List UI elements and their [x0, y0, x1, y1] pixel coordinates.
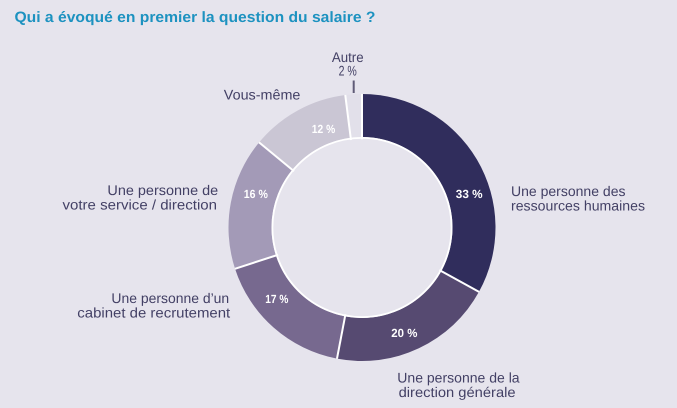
svg-text:33 %: 33 %: [456, 187, 483, 201]
svg-text:cabinet de recrutement: cabinet de recrutement: [77, 304, 230, 320]
svg-text:Vous-même: Vous-même: [224, 87, 301, 103]
svg-text:ressources humaines: ressources humaines: [511, 198, 645, 214]
svg-text:2 %: 2 %: [339, 63, 357, 79]
svg-text:Autre: Autre: [332, 49, 364, 65]
svg-text:Une personne de: Une personne de: [107, 182, 218, 198]
svg-text:Une personne d’un: Une personne d’un: [111, 290, 229, 306]
svg-text:Une personne de la: Une personne de la: [397, 369, 520, 385]
svg-text:Qui a évoqué en premier la que: Qui a évoqué en premier la question du s…: [15, 9, 376, 26]
svg-text:16 %: 16 %: [244, 187, 269, 201]
svg-text:direction générale: direction générale: [399, 384, 516, 400]
svg-text:votre service / direction: votre service / direction: [63, 197, 218, 213]
svg-text:20 %: 20 %: [391, 326, 418, 340]
svg-text:Une personne des: Une personne des: [511, 183, 626, 199]
svg-text:17 %: 17 %: [265, 292, 289, 306]
svg-text:12 %: 12 %: [312, 122, 336, 136]
